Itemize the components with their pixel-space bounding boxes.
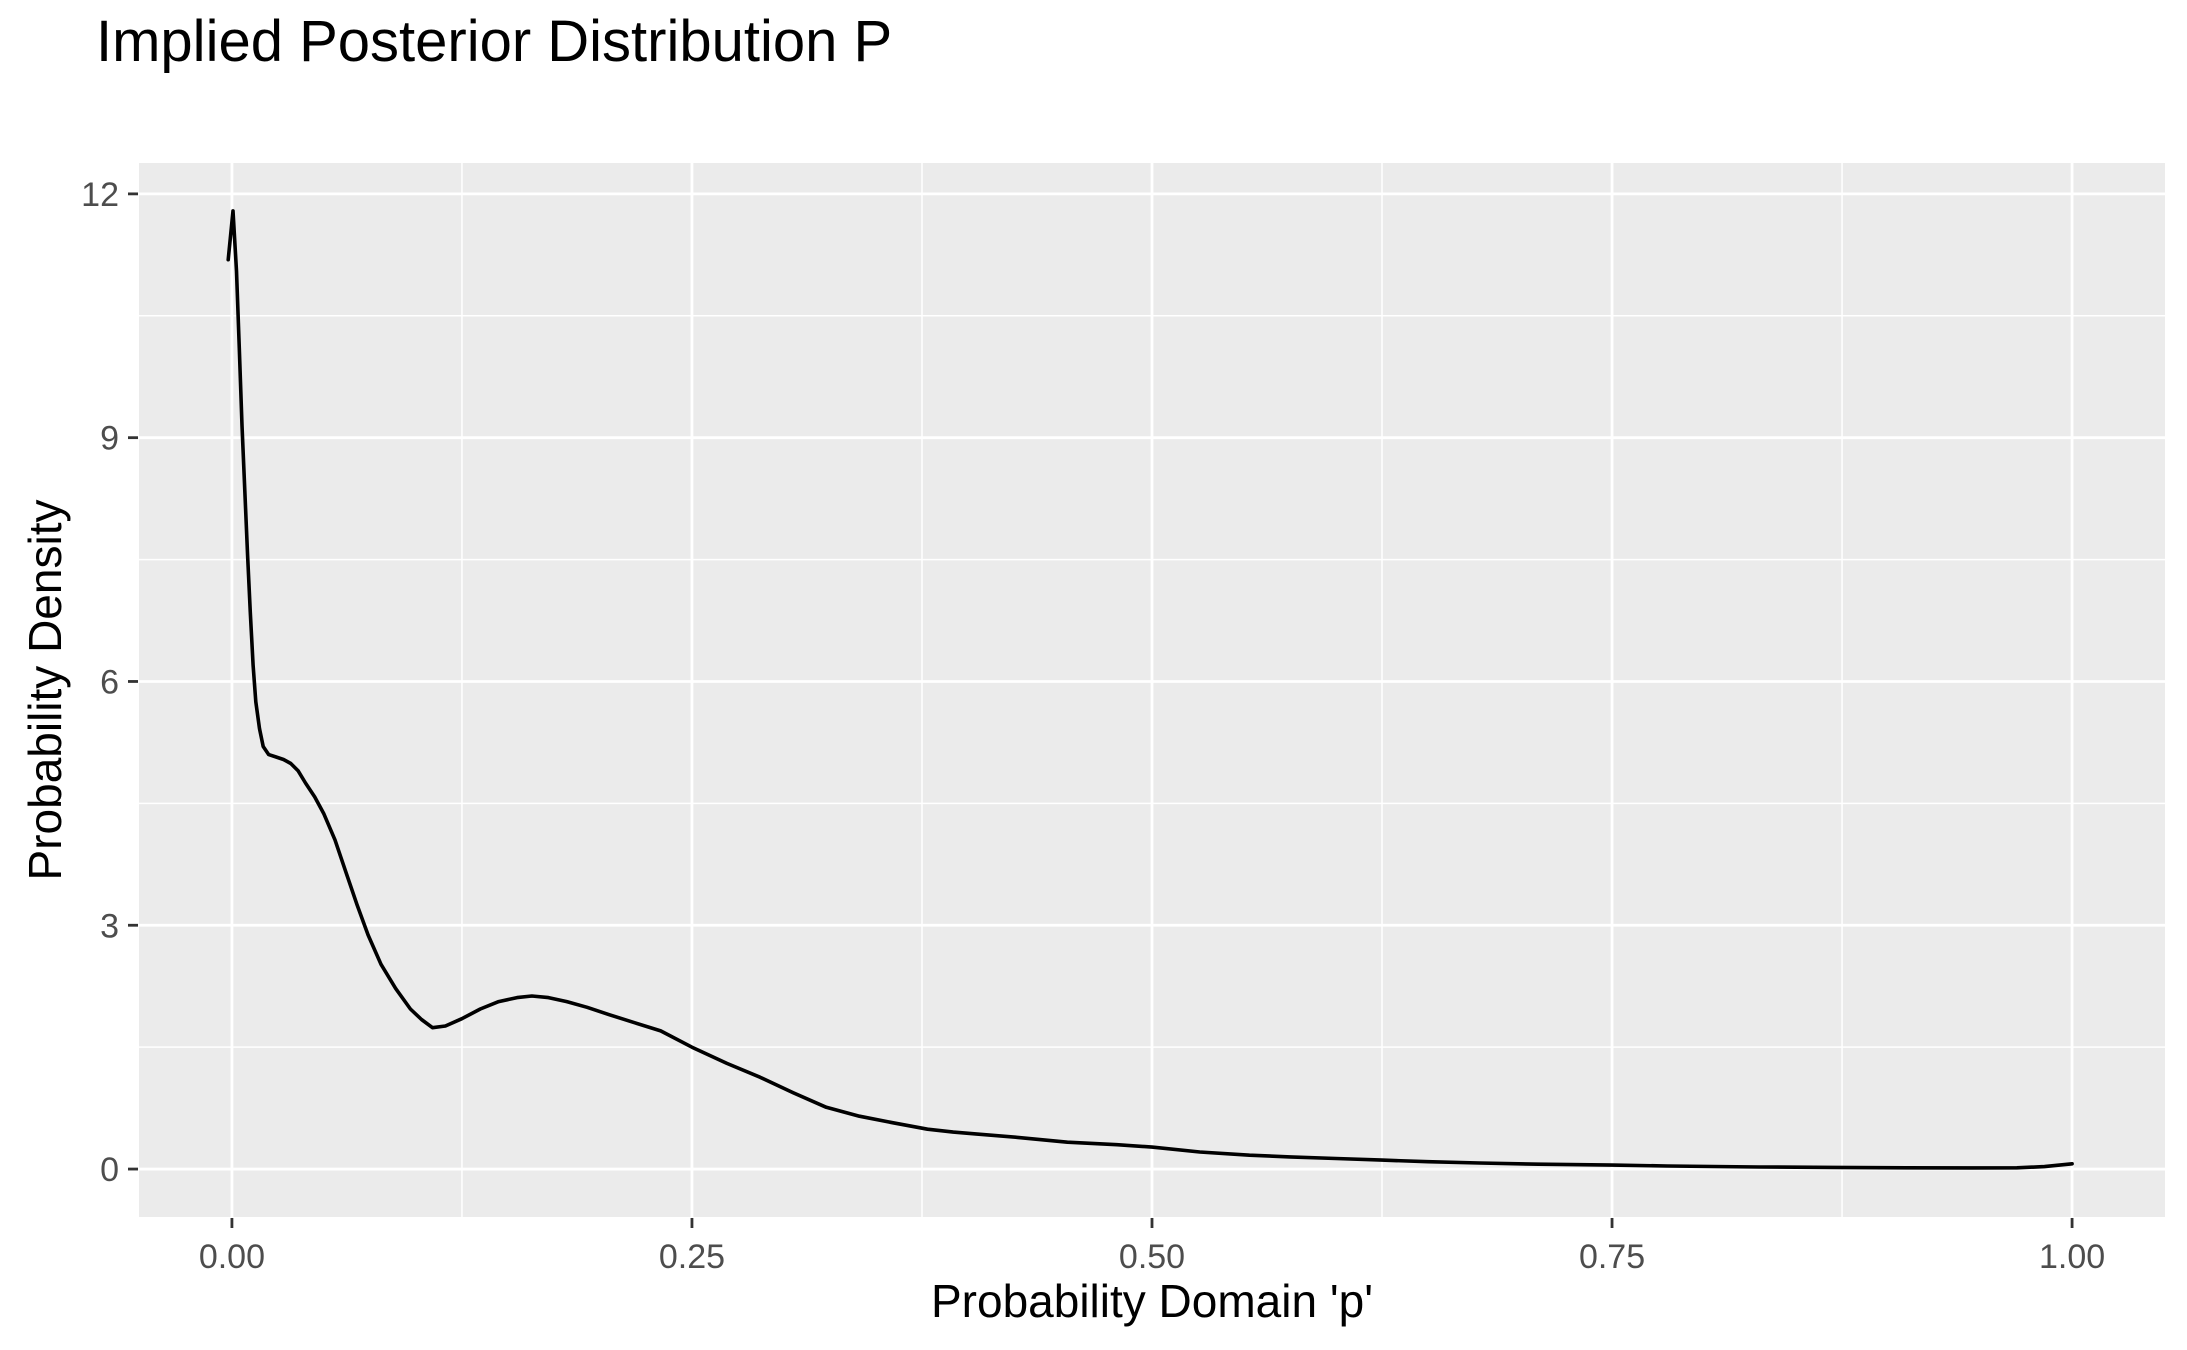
y-axis-title: Probability Density — [19, 499, 71, 881]
x-tick-label: 0.25 — [659, 1238, 725, 1276]
y-tick-label: 3 — [100, 907, 119, 945]
y-tick-label: 12 — [81, 176, 119, 214]
x-tick-label: 0.75 — [1579, 1238, 1645, 1276]
x-axis-title: Probability Domain 'p' — [931, 1275, 1373, 1327]
y-tick-label: 9 — [100, 420, 119, 458]
x-tick-label: 0.00 — [199, 1238, 265, 1276]
posterior-density-curve — [226, 209, 2074, 1170]
y-tick-label: 6 — [100, 663, 119, 701]
x-tick-label: 0.50 — [1119, 1238, 1185, 1276]
y-tick-label: 0 — [100, 1151, 119, 1189]
plot-title: Implied Posterior Distribution P — [96, 9, 893, 74]
x-tick-label: 1.00 — [2039, 1238, 2105, 1276]
